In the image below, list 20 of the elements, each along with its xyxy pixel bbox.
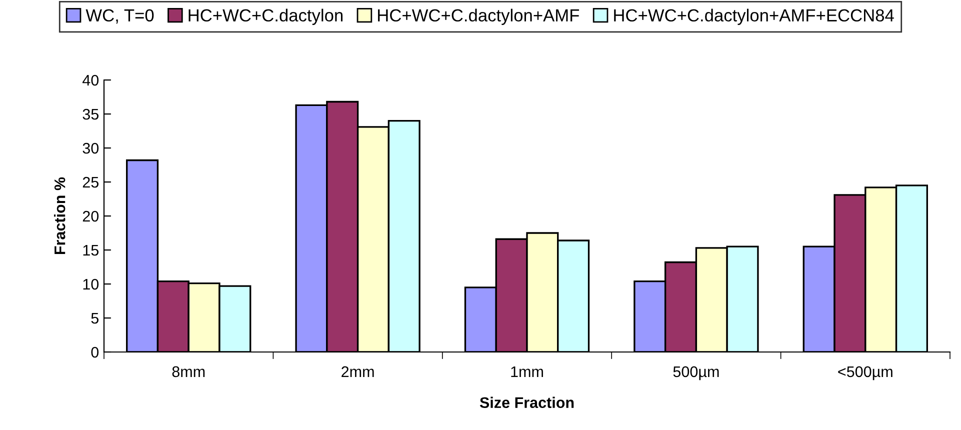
y-tick-label: 35 bbox=[82, 108, 98, 120]
legend-label: WC, T=0 bbox=[86, 9, 154, 24]
x-tick-label: <500µm bbox=[838, 366, 892, 380]
y-tick-label: 10 bbox=[83, 278, 99, 290]
y-tick-label: 20 bbox=[82, 210, 99, 222]
legend-label: HC+WC+C.dactylon bbox=[188, 8, 343, 25]
x-tick-label: 500µm bbox=[673, 366, 719, 380]
x-axis-title: Size Fraction bbox=[480, 396, 574, 408]
y-tick-label: 25 bbox=[82, 176, 98, 188]
legend-label: HC+WC+C.dactylon+AMF bbox=[378, 8, 580, 25]
y-tick-label: 30 bbox=[82, 142, 99, 154]
y-tick-label: 15 bbox=[83, 245, 98, 256]
x-tick-label: 1mm bbox=[511, 366, 543, 377]
y-tick-label: 0 bbox=[91, 346, 99, 358]
y-axis-title: Fraction % bbox=[54, 177, 66, 254]
x-tick-label: 2mm bbox=[342, 366, 374, 377]
y-tick-label: 40 bbox=[82, 74, 99, 86]
x-tick-label: 8mm bbox=[172, 366, 205, 378]
y-tick-label: 5 bbox=[91, 313, 98, 324]
legend-label: HC+WC+C.dactylon+AMF+ECCN84 bbox=[614, 8, 894, 25]
